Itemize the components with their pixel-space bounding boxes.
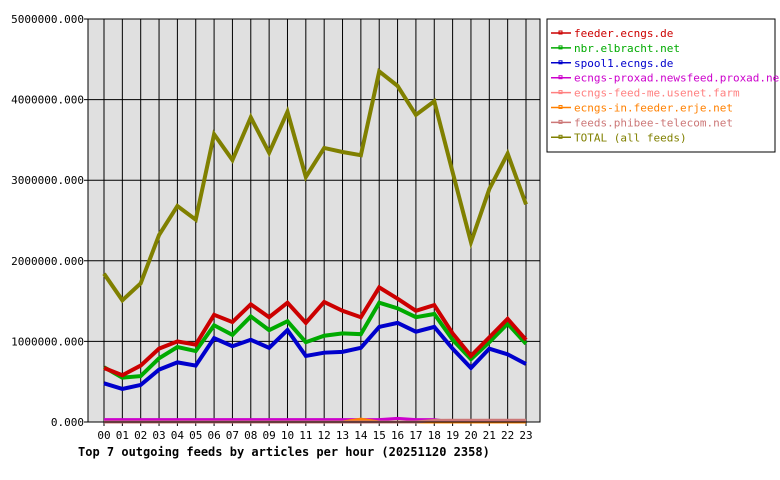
x-tick-label: 17	[409, 429, 422, 442]
legend-marker	[558, 30, 563, 35]
legend-label: TOTAL (all feeds)	[574, 131, 687, 144]
legend-label: feeds.phibee-telecom.net	[574, 116, 733, 129]
legend-label: nbr.elbracht.net	[574, 42, 680, 55]
x-tick-label: 16	[391, 429, 404, 442]
y-tick-label: 3000000.000	[11, 174, 84, 187]
x-tick-label: 20	[464, 429, 477, 442]
legend-label: spool1.ecngs.de	[574, 57, 673, 70]
series-line-2	[103, 320, 527, 392]
y-axis: 0.000 1000000.000 2000000.000 3000000.000 40…	[11, 13, 84, 429]
legend-marker	[558, 60, 563, 65]
x-tick-label: 18	[428, 429, 441, 442]
y-tick-label: 2000000.000	[11, 255, 84, 268]
x-tick-label: 02	[134, 429, 147, 442]
x-tick-label: 03	[152, 429, 165, 442]
x-tick-label: 00	[97, 429, 110, 442]
y-tick-label: 4000000.000	[11, 94, 84, 107]
x-tick-label: 05	[189, 429, 202, 442]
x-tick-label: 19	[446, 429, 459, 442]
x-tick-label: 11	[299, 429, 312, 442]
x-tick-label: 08	[244, 429, 257, 442]
series-line-7	[102, 67, 528, 304]
x-tick-label: 21	[483, 429, 496, 442]
series-line-1	[103, 300, 528, 380]
x-tick-label: 14	[354, 429, 368, 442]
x-tick-label: 04	[171, 429, 185, 442]
legend-label: ecngs-proxad.newsfeed.proxad.net	[574, 72, 780, 85]
y-tick-label: 5000000.000	[11, 13, 84, 26]
x-tick-label: 10	[281, 429, 294, 442]
x-tick-label: 23	[519, 429, 532, 442]
series-line-0	[103, 284, 528, 378]
legend-marker	[558, 45, 563, 50]
legend-label: ecngs-in.feeder.erje.net	[574, 102, 733, 115]
legend-box	[546, 18, 776, 153]
y-tick-label: 0.000	[51, 416, 84, 429]
legend-marker	[558, 105, 563, 109]
x-tick-label: 01	[116, 429, 129, 442]
x-tick-label: 09	[263, 429, 276, 442]
legend: feeder.ecngs.de nbr.elbracht.net spool1.ec…	[546, 18, 780, 153]
x-tick-label: 22	[501, 429, 514, 442]
x-tick-label: 07	[226, 429, 239, 442]
x-tick-label: 13	[336, 429, 349, 442]
plot-border	[87, 18, 541, 423]
legend-marker	[558, 119, 563, 124]
x-tick-label: 06	[207, 429, 220, 442]
y-tick-label: 1000000.000	[11, 335, 84, 348]
legend-marker	[558, 90, 563, 95]
x-tick-label: 15	[373, 429, 386, 442]
grid	[84, 18, 540, 426]
legend-marker	[558, 75, 563, 80]
chart-title: Top 7 outgoing feeds by articles per hou…	[78, 445, 490, 459]
legend-label: ecngs-feed-me.usenet.farm	[574, 87, 740, 100]
legend-marker	[558, 134, 563, 139]
legend-label: feeder.ecngs.de	[574, 27, 673, 40]
x-axis: 00 01 02 03 04 05 06 07 08 09 10 11 12 13 14 15 16 17 18 19…	[97, 429, 532, 442]
x-tick-label: 12	[318, 429, 331, 442]
